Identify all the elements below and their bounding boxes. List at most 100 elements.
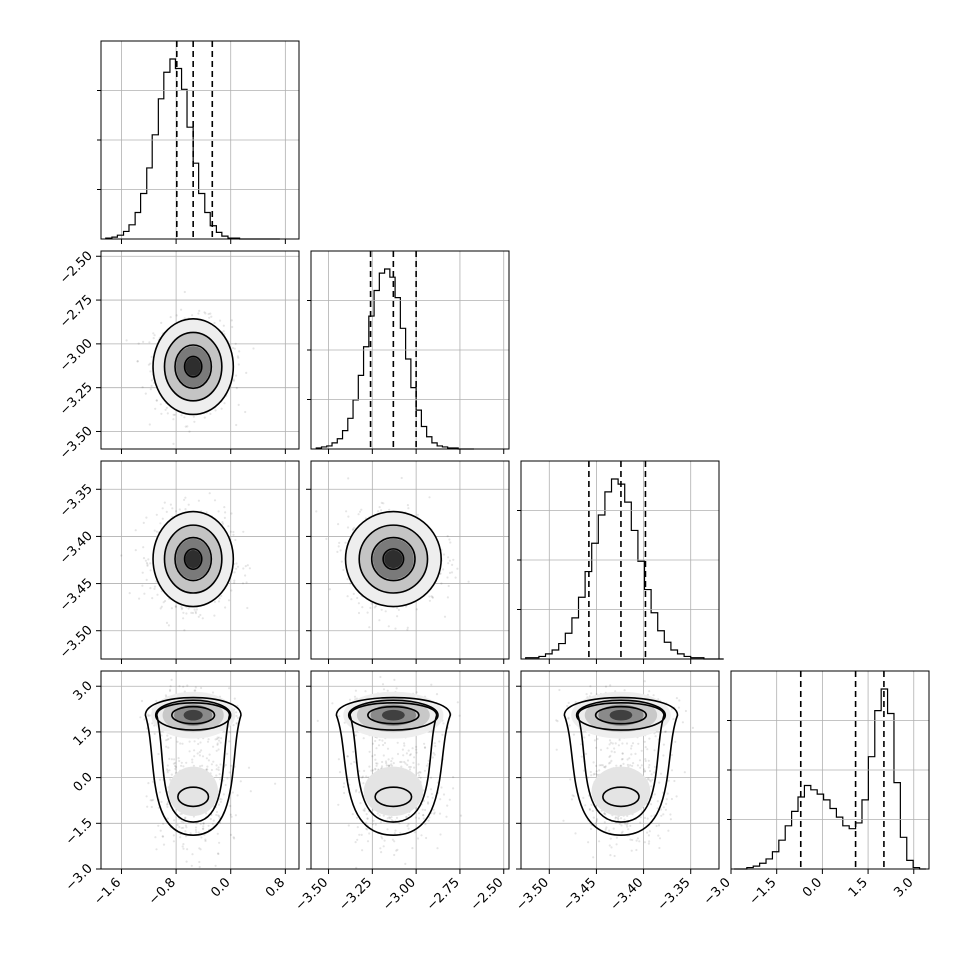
- scatter-point: [164, 408, 167, 411]
- scatter-point: [170, 758, 173, 761]
- scatter-point: [211, 822, 214, 826]
- scatter-point: [442, 568, 445, 571]
- scatter-point: [646, 748, 649, 751]
- scatter-point: [603, 821, 606, 824]
- scatter-point: [425, 836, 428, 840]
- density-fill: [381, 709, 405, 721]
- scatter-point: [235, 567, 238, 570]
- scatter-point: [209, 312, 212, 315]
- scatter-point: [181, 845, 184, 848]
- scatter-point: [182, 847, 185, 850]
- scatter-point: [346, 526, 350, 529]
- scatter-point: [667, 779, 670, 782]
- scatter-point: [379, 675, 382, 679]
- scatter-point: [396, 741, 399, 744]
- scatter-point: [237, 363, 240, 366]
- scatter-point: [245, 371, 248, 374]
- scatter-point: [447, 584, 450, 588]
- y-tick-label: 3.0: [71, 678, 96, 703]
- scatter-point: [160, 800, 163, 804]
- scatter-point: [230, 815, 233, 818]
- scatter-point: [193, 740, 196, 743]
- scatter-point: [213, 499, 217, 502]
- scatter-point: [246, 606, 249, 610]
- scatter-point: [352, 750, 355, 753]
- scatter-point: [343, 791, 346, 795]
- x-tick-label: −3.00: [380, 875, 419, 914]
- scatter-point: [377, 744, 381, 747]
- scatter-point: [167, 624, 170, 627]
- scatter-point: [408, 768, 412, 771]
- panel-frame: [100, 40, 300, 240]
- scatter-point: [230, 319, 233, 322]
- scatter-point: [166, 412, 169, 415]
- scatter-point: [216, 736, 219, 739]
- scatter-point: [216, 742, 219, 745]
- scatter-point: [218, 739, 221, 742]
- scatter-point: [467, 580, 470, 583]
- scatter-point: [363, 769, 366, 773]
- scatter-point: [214, 864, 217, 867]
- scatter-point: [232, 378, 235, 381]
- hist-panel-0: [97, 40, 300, 244]
- scatter-point: [193, 755, 196, 758]
- scatter-point: [411, 847, 414, 850]
- pair-panel-1-3: −3.50 −3.25 −3.00 −2.75 −2.50: [293, 670, 510, 914]
- scatter-point: [632, 762, 635, 765]
- scatter-point: [207, 312, 210, 316]
- scatter-point: [150, 805, 153, 809]
- scatter-point: [149, 569, 152, 572]
- histogram-step: [315, 268, 474, 450]
- scatter-point: [227, 599, 231, 602]
- scatter-point: [199, 848, 202, 851]
- scatter-point: [199, 741, 202, 744]
- scatter-point: [433, 812, 436, 815]
- scatter-point: [369, 606, 372, 610]
- scatter-point: [373, 753, 376, 757]
- scatter-point: [373, 606, 376, 609]
- scatter-point: [216, 832, 219, 835]
- scatter-point: [234, 342, 237, 345]
- scatter-point: [381, 683, 385, 686]
- scatter-point: [168, 769, 171, 772]
- scatter-point: [201, 755, 205, 758]
- scatter-point: [202, 825, 205, 828]
- scatter-point: [184, 425, 187, 428]
- scatter-point: [166, 803, 169, 806]
- y-tick-label: −3.00: [57, 336, 96, 375]
- scatter-point: [236, 722, 239, 725]
- scatter-point: [158, 791, 162, 794]
- scatter-point: [205, 757, 208, 760]
- scatter-point: [405, 815, 408, 818]
- scatter-point: [215, 764, 218, 767]
- scatter-point: [145, 578, 148, 582]
- scatter-point: [181, 607, 184, 610]
- scatter-point: [672, 718, 675, 721]
- scatter-point: [145, 795, 148, 798]
- scatter-point: [139, 716, 142, 719]
- scatter-point: [417, 763, 420, 766]
- scatter-point: [188, 740, 191, 743]
- scatter-point: [337, 523, 340, 526]
- y-tick-label: −3.0: [63, 861, 96, 894]
- scatter-point: [230, 589, 233, 592]
- scatter-point: [337, 545, 340, 548]
- scatter-point: [381, 739, 384, 742]
- scatter-point: [232, 530, 235, 534]
- scatter-point: [439, 833, 442, 836]
- scatter-point: [623, 689, 626, 692]
- scatter-point: [356, 838, 359, 841]
- scatter-point: [406, 628, 409, 631]
- scatter-point: [172, 413, 175, 416]
- scatter-point: [620, 831, 623, 835]
- scatter-point: [392, 762, 395, 765]
- scatter-point: [152, 337, 155, 340]
- scatter-point: [438, 812, 442, 815]
- scatter-point: [366, 611, 369, 614]
- scatter-point: [145, 561, 148, 565]
- scatter-point: [197, 615, 200, 618]
- scatter-point: [374, 758, 377, 761]
- scatter-point: [397, 608, 400, 612]
- scatter-point: [247, 766, 251, 769]
- scatter-point: [165, 406, 168, 409]
